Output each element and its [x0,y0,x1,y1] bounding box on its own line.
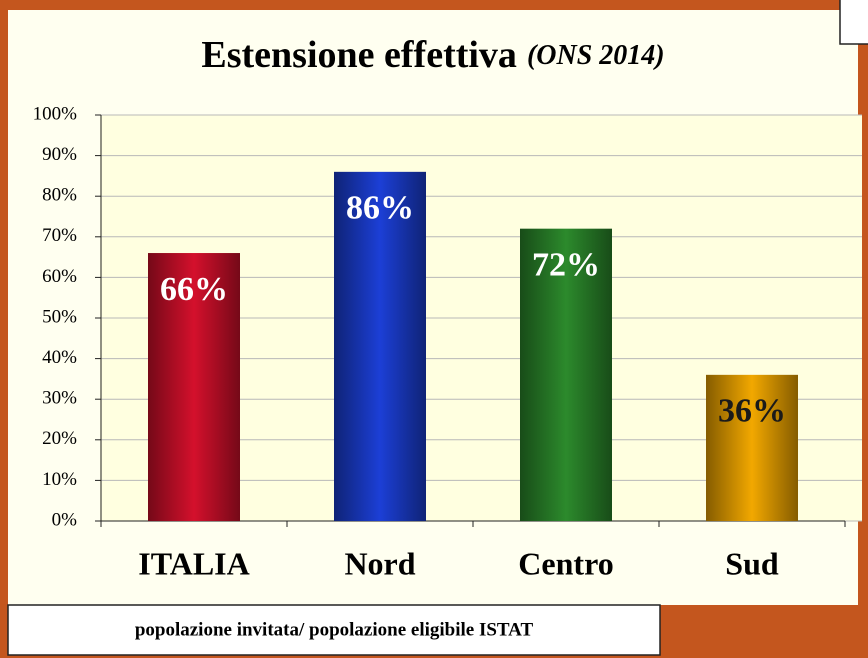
data-label: 72% [532,246,600,283]
y-tick-label: 30% [42,388,77,409]
x-tick-label: ITALIA [138,545,249,581]
subtitle-text: (ONS 2014) [527,40,665,71]
x-tick-label: Sud [725,545,779,581]
y-tick-label: 10% [42,469,77,490]
y-tick-label: 100% [33,103,78,124]
data-label: 66% [160,271,228,308]
title-text: Estensione effettiva [201,34,517,76]
chart-title: Estensione effettiva (ONS 2014) [201,34,664,76]
x-tick-label: Centro [518,545,613,581]
corner-box [839,0,868,45]
data-label: 36% [718,393,786,430]
y-tick-label: 80% [42,185,77,206]
data-label: 86% [346,190,414,227]
bar [520,228,612,521]
note-box [7,604,661,656]
y-tick-label: 90% [42,144,77,165]
y-tick-label: 60% [42,266,77,287]
bar [334,171,426,521]
note: popolazione invitata/ popolazione eligib… [135,619,534,640]
y-tick-label: 70% [42,225,77,246]
x-tick-label: Nord [344,545,415,581]
y-tick-label: 20% [42,428,77,449]
bar [706,374,798,521]
y-tick-label: 50% [42,306,77,327]
y-tick-label: 0% [52,509,78,530]
y-tick-label: 40% [42,347,77,368]
bar [148,253,240,522]
plot: 0% 10% 20% 30% 40% 50% 60% 70% 80% 90% 100% ITALIA 6… [33,103,862,581]
